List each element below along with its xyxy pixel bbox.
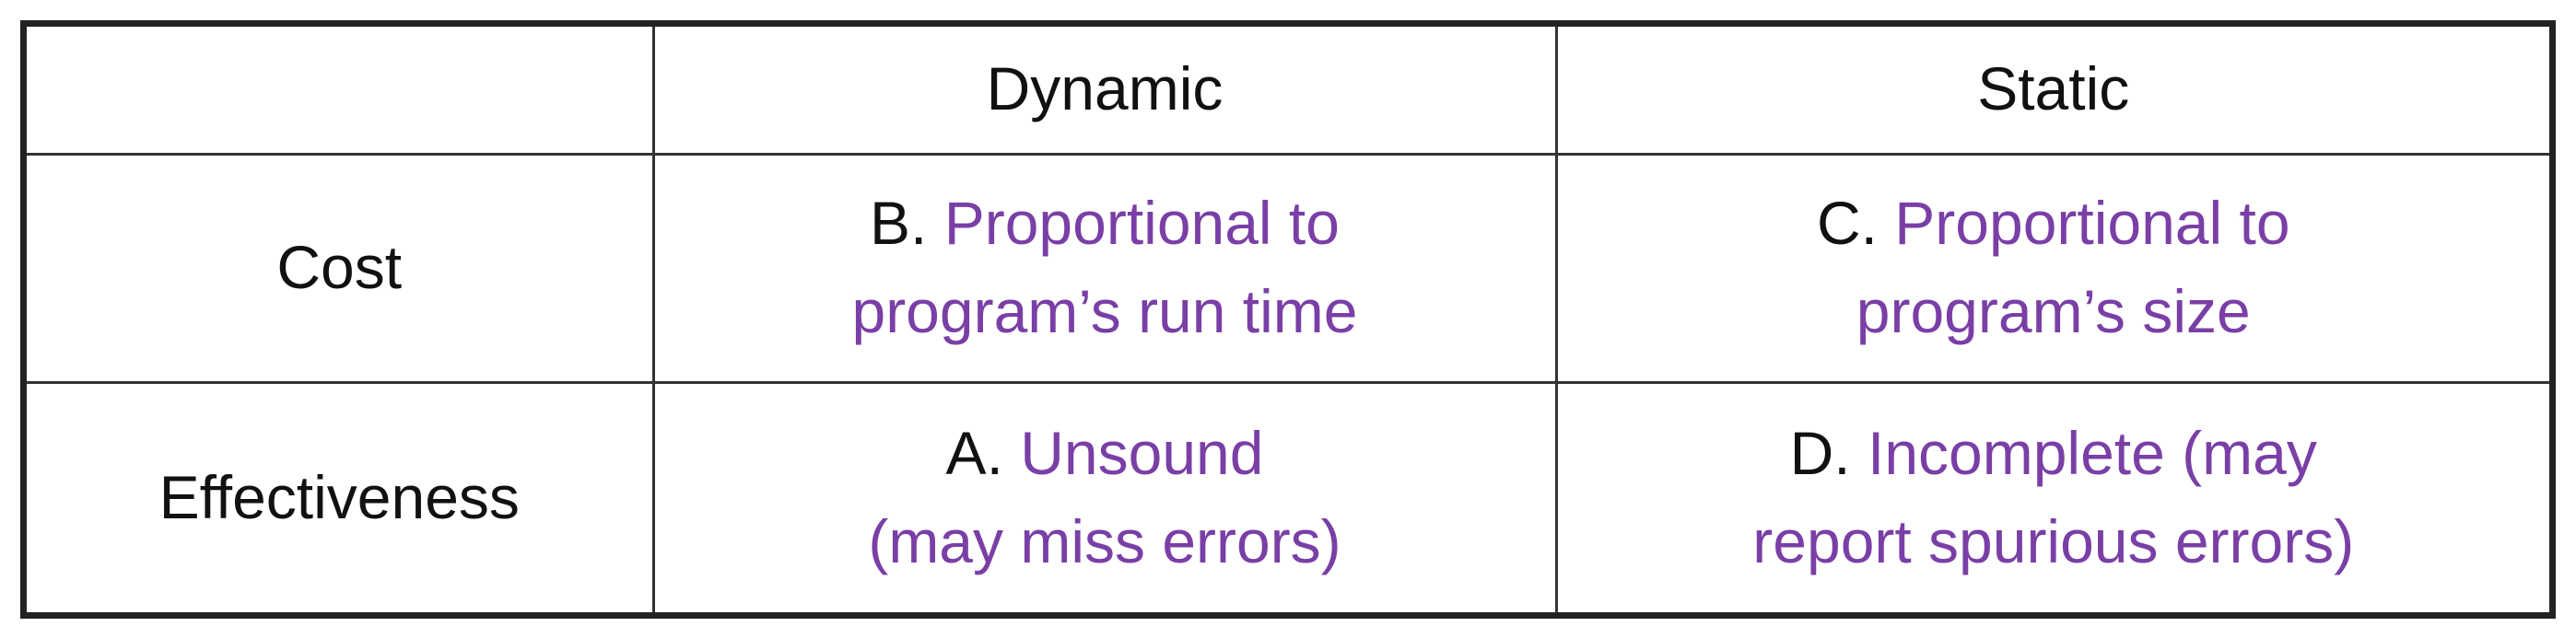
cost-static-letter: C. <box>1816 189 1895 258</box>
cost-static-line-1: C. Proportional to <box>1558 180 2550 268</box>
cost-dynamic-cell: B. Proportional to program’s run time <box>651 152 1558 384</box>
effectiveness-static-letter: D. <box>1789 419 1851 488</box>
effectiveness-dynamic-line-1: A. Unsound <box>655 410 1555 498</box>
effectiveness-static-text-1: Incomplete (may <box>1867 419 2317 488</box>
corner-cell <box>27 27 655 156</box>
cost-dynamic-text-1: Proportional to <box>943 189 1340 258</box>
comparison-table-frame: Dynamic Static Cost B. Proportional to p… <box>20 20 2556 619</box>
column-header-dynamic: Dynamic <box>651 27 1558 156</box>
effectiveness-static-text-2: report spurious errors) <box>1752 506 2355 575</box>
comparison-table: Dynamic Static Cost B. Proportional to p… <box>27 27 2549 612</box>
effectiveness-static-cell: D. Incomplete (may report spurious error… <box>1554 380 2550 612</box>
effectiveness-row: Effectiveness A. Unsound (may miss error… <box>27 380 2550 612</box>
row-label-effectiveness: Effectiveness <box>27 380 655 612</box>
effectiveness-dynamic-letter: A. <box>945 419 1003 488</box>
cost-static-cell: C. Proportional to program’s size <box>1554 152 2550 384</box>
cost-dynamic-line-1: B. Proportional to <box>655 180 1555 268</box>
cost-row: Cost B. Proportional to program’s run ti… <box>27 152 2550 384</box>
column-header-static: Static <box>1554 27 2549 156</box>
effectiveness-static-line-1: D. Incomplete (may <box>1558 410 2550 498</box>
cost-static-text-2: program’s size <box>1856 277 2251 345</box>
cost-dynamic-text-2: program’s run time <box>851 277 1358 345</box>
row-label-cost: Cost <box>27 152 655 384</box>
effectiveness-dynamic-cell: A. Unsound (may miss errors) <box>651 380 1558 612</box>
effectiveness-dynamic-text-2: (may miss errors) <box>868 506 1341 575</box>
cost-dynamic-letter: B. <box>870 189 928 258</box>
effectiveness-dynamic-text-1: Unsound <box>1020 419 1264 488</box>
cost-static-text-1: Proportional to <box>1894 189 2290 258</box>
header-row: Dynamic Static <box>27 27 2549 156</box>
